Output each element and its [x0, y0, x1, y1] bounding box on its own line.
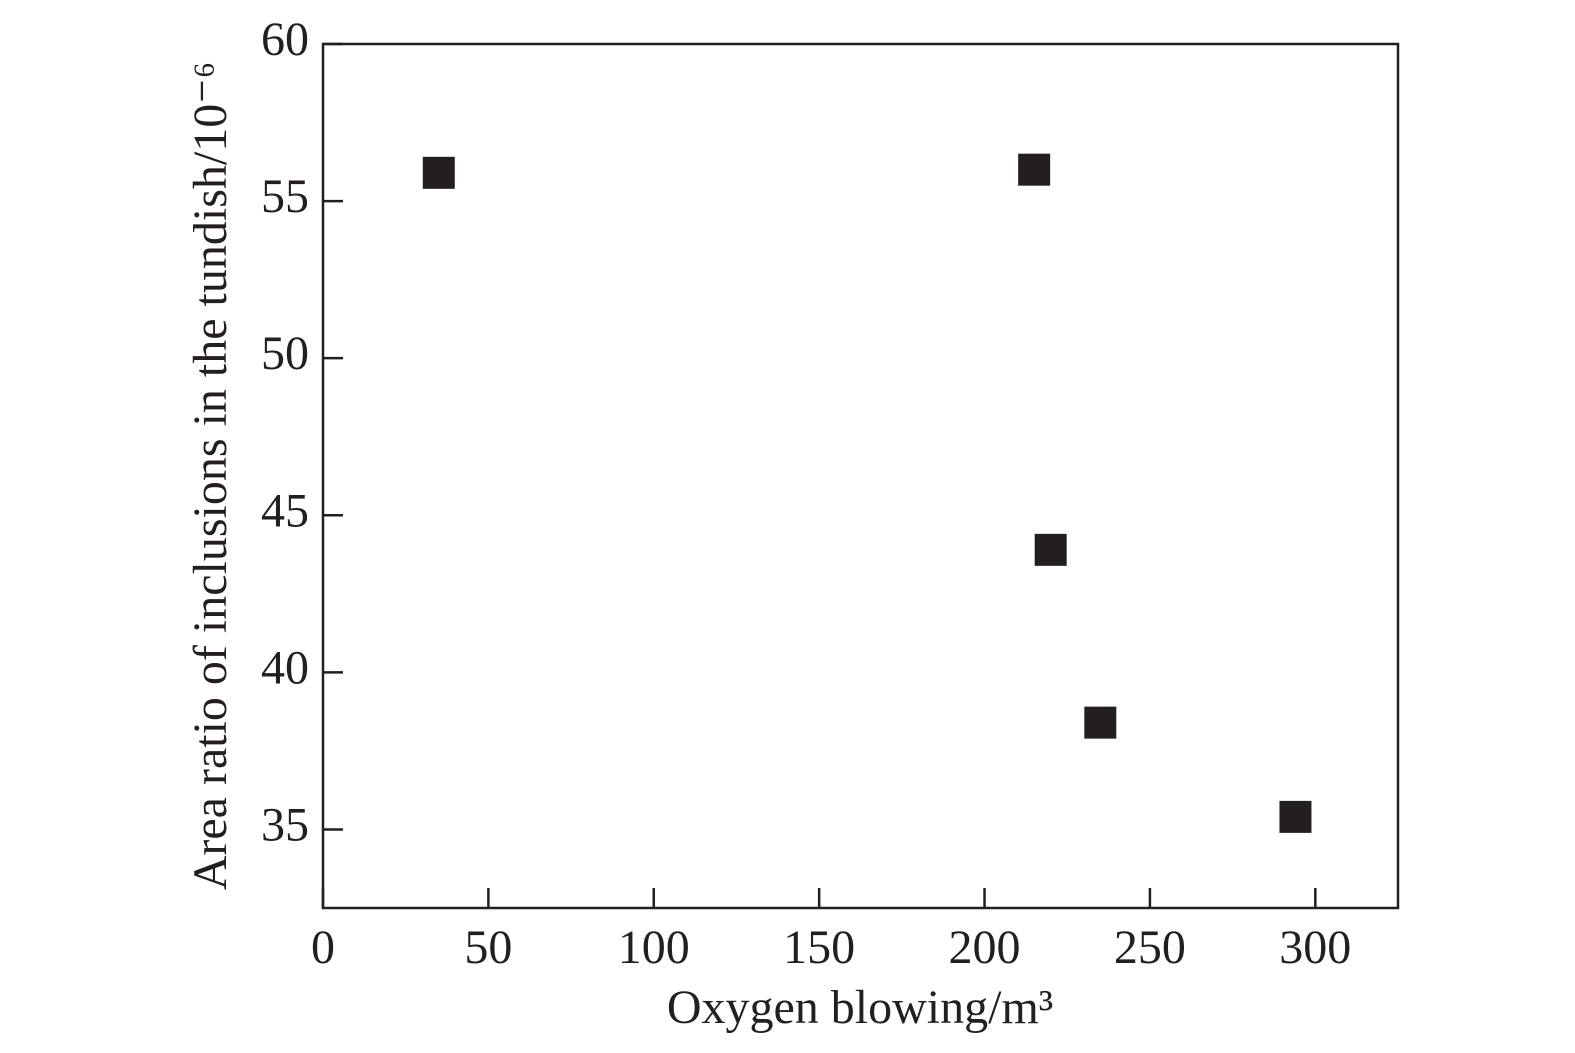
x-tick-label: 50 [464, 921, 512, 974]
marker [1279, 800, 1312, 833]
x-tick-label: 250 [1114, 921, 1186, 974]
y-tick-label: 40 [261, 641, 309, 694]
y-tick-label: 50 [261, 327, 309, 380]
plot-frame [321, 42, 1400, 910]
y-tick-label: 60 [261, 13, 309, 66]
x-tick-label: 0 [311, 921, 335, 974]
x-tick-label: 300 [1279, 921, 1351, 974]
marker [422, 156, 455, 189]
x-tick-label: 100 [618, 921, 690, 974]
y-tick-label: 35 [261, 798, 309, 851]
marker [1084, 706, 1117, 739]
y-tick-label: 55 [261, 170, 309, 223]
x-axis-label: Oxygen blowing/m³ [667, 981, 1053, 1034]
y-tick-label: 45 [261, 484, 309, 537]
marker [1018, 153, 1051, 186]
y-axis-label: Area ratio of inclusions in the tundish/… [184, 62, 237, 891]
x-tick-label: 150 [783, 921, 855, 974]
x-tick-label: 200 [949, 921, 1021, 974]
marker [1034, 533, 1067, 566]
